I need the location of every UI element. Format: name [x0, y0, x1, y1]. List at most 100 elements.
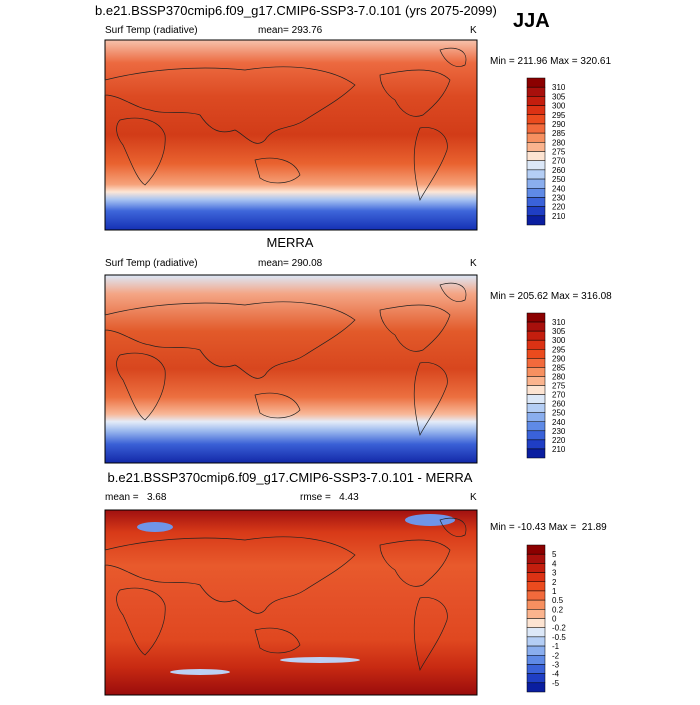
colorbar-label: 220	[552, 436, 566, 445]
colorbar-label: 2	[552, 578, 557, 587]
colorbar-box	[526, 636, 546, 647]
variable-label: Surf Temp (radiative)	[105, 25, 198, 36]
colorbar-box	[526, 132, 546, 143]
colorbar-box	[526, 563, 546, 573]
colorbar-box	[526, 572, 546, 582]
colorbar-label: 305	[552, 92, 566, 101]
colorbar-label: -0.5	[552, 633, 566, 642]
panel-title: MERRA	[267, 235, 314, 250]
units-label: K	[470, 492, 477, 503]
colorbar-label: 275	[552, 382, 566, 391]
colorbar-box	[526, 673, 546, 684]
colorbar-box	[526, 655, 546, 665]
colorbar-label: -4	[552, 670, 560, 679]
colorbar-box	[526, 448, 546, 459]
mean-label: mean= 293.76	[258, 25, 323, 36]
colorbar-label: 220	[552, 203, 566, 212]
range-label: Min = -10.43 Max = 21.89	[490, 522, 607, 533]
colorbar-label: 0.5	[552, 596, 564, 605]
colorbar-label: 210	[552, 212, 566, 221]
colorbar-box	[526, 421, 546, 432]
map	[104, 274, 478, 464]
colorbar-label: 285	[552, 129, 566, 138]
colorbar-label: 290	[552, 354, 566, 363]
colorbar-label: 280	[552, 138, 566, 147]
colorbar-label: 0.2	[552, 605, 564, 614]
colorbar-box	[526, 618, 546, 628]
colorbar-label: 270	[552, 157, 566, 166]
colorbar-box	[526, 609, 546, 619]
colorbar-label: 250	[552, 409, 566, 418]
colorbar-label: 290	[552, 120, 566, 129]
cold-patches	[137, 514, 455, 675]
colorbar-box	[526, 439, 546, 450]
panel-title: b.e21.BSSP370cmip6.f09_g17.CMIP6-SSP3-7.…	[108, 470, 473, 485]
colorbar-label: -1	[552, 642, 560, 651]
range-label: Min = 205.62 Max = 316.08	[490, 291, 612, 302]
colorbar-label: 5	[552, 550, 557, 559]
colorbar-label: 295	[552, 111, 566, 120]
colorbar-label: 280	[552, 372, 566, 381]
rmse-label: rmse = 4.43	[300, 492, 359, 503]
map	[104, 39, 478, 231]
colorbar-box	[526, 403, 546, 413]
colorbar-box	[526, 627, 546, 638]
colorbar-box	[526, 599, 546, 610]
colorbar-label: -0.2	[552, 624, 566, 633]
colorbar-box	[526, 358, 546, 368]
colorbar-label: 295	[552, 345, 566, 354]
colorbar-box	[526, 188, 546, 198]
colorbar-box	[526, 321, 546, 332]
colorbar-box	[526, 178, 546, 189]
colorbar-label: 275	[552, 148, 566, 157]
colorbar-label: 310	[552, 83, 566, 92]
colorbar-label: 260	[552, 400, 566, 409]
colorbar-label: 230	[552, 193, 566, 202]
colorbar-box	[526, 339, 546, 350]
colorbar-label: 3	[552, 569, 557, 578]
colorbar-box	[526, 430, 546, 441]
colorbar-label: 240	[552, 184, 566, 193]
colorbar-label: 310	[552, 318, 566, 327]
colorbar-box	[526, 105, 546, 115]
colorbar-label: 240	[552, 418, 566, 427]
colorbar-box	[526, 553, 546, 564]
colorbar-label: 270	[552, 391, 566, 400]
colorbar-box	[526, 682, 546, 693]
colorbar-box	[526, 197, 546, 207]
colorbar-box	[526, 664, 546, 674]
colorbar-label: 4	[552, 559, 557, 568]
colorbar-box	[526, 206, 546, 217]
colorbar-box	[526, 169, 546, 180]
colorbar-box	[526, 123, 546, 134]
map	[104, 509, 478, 696]
colorbar-box	[526, 77, 546, 88]
colorbar-label: 300	[552, 336, 566, 345]
colorbar-box	[526, 385, 546, 395]
colorbar-box	[526, 376, 546, 386]
colorbar-box	[526, 412, 546, 422]
colorbar-label: 285	[552, 363, 566, 372]
colorbar-box	[526, 349, 546, 359]
colorbar-label: 210	[552, 445, 566, 454]
colorbar-label: 250	[552, 175, 566, 184]
colorbar-box	[526, 544, 546, 555]
colorbar-box	[526, 367, 546, 377]
colorbar-box	[526, 312, 546, 323]
units-label: K	[470, 258, 477, 269]
colorbar-label: 0	[552, 615, 557, 624]
colorbar-label: 230	[552, 427, 566, 436]
colorbar-label: 300	[552, 102, 566, 111]
season-label: JJA	[513, 10, 550, 32]
variable-label: Surf Temp (radiative)	[105, 258, 198, 269]
colorbar-box	[526, 645, 546, 656]
colorbar-box	[526, 215, 546, 226]
colorbar-box	[526, 86, 546, 97]
colorbar-box	[526, 142, 546, 152]
mean-label: mean = 3.68	[105, 492, 167, 503]
mean-label: mean= 290.08	[258, 258, 323, 269]
colorbar-box	[526, 394, 546, 404]
colorbar-box	[526, 114, 546, 125]
colorbar-label: 305	[552, 327, 566, 336]
